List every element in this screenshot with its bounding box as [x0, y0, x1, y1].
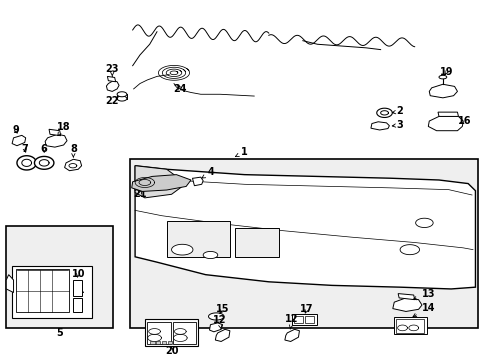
Polygon shape — [215, 329, 229, 342]
Text: 20: 20 — [164, 346, 178, 356]
Text: 23: 23 — [105, 64, 119, 76]
Bar — [73, 280, 82, 296]
Text: 5: 5 — [56, 328, 63, 338]
Bar — [166, 221, 229, 257]
Text: 18: 18 — [57, 122, 70, 136]
Polygon shape — [135, 166, 474, 289]
Text: 6: 6 — [41, 144, 47, 154]
Polygon shape — [6, 275, 14, 293]
Polygon shape — [208, 313, 224, 320]
Bar — [144, 319, 198, 346]
Polygon shape — [64, 159, 81, 171]
Polygon shape — [117, 96, 126, 101]
Bar — [234, 228, 278, 257]
Polygon shape — [203, 251, 217, 258]
Text: 22: 22 — [105, 96, 122, 106]
Polygon shape — [285, 329, 299, 342]
Text: 19: 19 — [439, 67, 452, 77]
Bar — [395, 319, 424, 333]
Text: 1: 1 — [235, 147, 247, 157]
Polygon shape — [192, 177, 203, 186]
Polygon shape — [437, 112, 458, 116]
Text: 14: 14 — [412, 303, 434, 317]
Polygon shape — [45, 134, 67, 147]
Text: 21: 21 — [133, 189, 146, 199]
Text: 7: 7 — [21, 144, 28, 154]
Polygon shape — [376, 108, 391, 117]
Polygon shape — [370, 122, 388, 130]
Polygon shape — [131, 175, 191, 192]
Bar — [156, 342, 160, 343]
Text: 15: 15 — [215, 304, 229, 314]
Text: 16: 16 — [457, 116, 470, 126]
Polygon shape — [415, 218, 432, 228]
Text: 24: 24 — [173, 84, 187, 94]
Bar — [291, 314, 317, 325]
Polygon shape — [399, 245, 419, 255]
Text: 11: 11 — [71, 285, 85, 295]
Bar — [12, 266, 92, 318]
Bar — [167, 342, 172, 343]
Polygon shape — [171, 244, 193, 255]
Polygon shape — [34, 157, 54, 169]
Text: 3: 3 — [391, 120, 403, 130]
Polygon shape — [106, 81, 119, 91]
Bar — [16, 269, 69, 312]
Bar — [73, 298, 82, 312]
Polygon shape — [12, 135, 26, 146]
Polygon shape — [107, 76, 116, 82]
Polygon shape — [209, 323, 222, 332]
Bar — [6, 226, 113, 328]
Text: 10: 10 — [71, 269, 85, 279]
Polygon shape — [397, 294, 414, 300]
Polygon shape — [392, 298, 421, 311]
Polygon shape — [427, 116, 462, 131]
Text: 4: 4 — [202, 167, 214, 178]
Bar — [162, 342, 166, 343]
Polygon shape — [135, 166, 186, 198]
Text: 12: 12 — [285, 314, 298, 329]
Bar — [393, 317, 427, 334]
Text: 9: 9 — [13, 125, 20, 135]
Polygon shape — [438, 75, 446, 79]
Text: 12: 12 — [212, 315, 225, 328]
Text: 17: 17 — [299, 304, 313, 314]
Polygon shape — [49, 129, 61, 136]
Polygon shape — [17, 156, 36, 170]
Bar — [172, 322, 196, 344]
Polygon shape — [117, 92, 126, 97]
Bar — [293, 316, 302, 323]
Text: 2: 2 — [391, 107, 403, 116]
Text: 13: 13 — [412, 289, 434, 300]
Bar — [130, 158, 477, 328]
Bar — [147, 322, 170, 344]
Text: 8: 8 — [70, 144, 77, 157]
Bar — [304, 316, 313, 323]
Polygon shape — [428, 84, 457, 98]
Bar — [150, 342, 154, 343]
